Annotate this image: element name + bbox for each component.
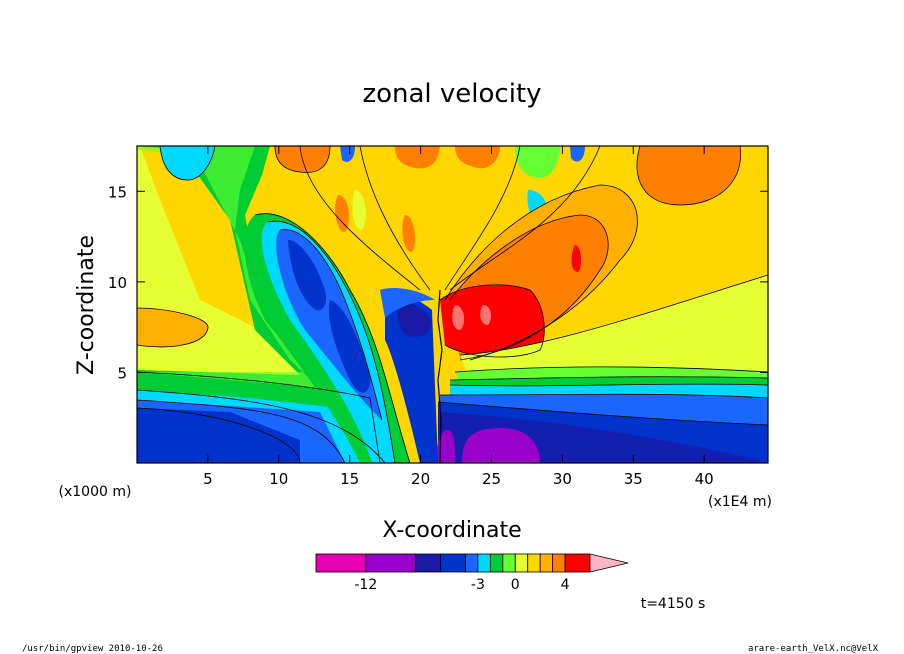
x-tick-label: 20	[411, 470, 430, 488]
z-unit-label: (x1000 m)	[59, 484, 132, 500]
x-tick-label: 35	[624, 470, 643, 488]
time-label: t=4150 s	[641, 596, 706, 612]
x-axis-label: X-coordinate	[382, 518, 521, 543]
colorbar-tick-label: 4	[561, 577, 570, 593]
colorbar-swatch	[502, 553, 516, 573]
field-orange-topright	[636, 146, 741, 205]
field-cyan-topleft	[160, 146, 215, 180]
y-axis-ticks: 5 10 15	[108, 183, 768, 382]
field-orange-cell-b	[402, 215, 416, 252]
field-plume-dkblue	[288, 240, 327, 311]
colorbar-swatch	[552, 553, 566, 573]
colorbar-swatch	[465, 553, 479, 573]
contour-field	[137, 146, 768, 463]
field-orange-cell-a	[335, 195, 350, 232]
colorbar-swatch	[315, 553, 367, 573]
y-tick-label: 5	[117, 364, 127, 382]
colorbar-swatch	[527, 553, 541, 573]
field-yellow-right-lower	[460, 275, 768, 380]
colorbar	[315, 553, 629, 573]
field-pink-core-a	[452, 305, 465, 330]
chart-title: zonal velocity	[362, 79, 541, 109]
contour-lines	[137, 146, 768, 463]
field-ltgreen-cell	[515, 146, 560, 179]
x-tick-label: 10	[269, 470, 288, 488]
field-ltyellow-top-a	[352, 190, 366, 230]
y-axis-label: Z-coordinate	[74, 235, 99, 375]
field-shear-line	[437, 289, 443, 463]
field-dkblue-left	[137, 408, 300, 463]
x-unit-label: (x1E4 m)	[708, 494, 772, 510]
colorbar-swatch	[489, 553, 504, 573]
field-orange-left-blob	[137, 308, 209, 347]
field-red-cell-right	[571, 245, 582, 272]
field-center-navy	[396, 300, 432, 337]
colorbar-swatch	[477, 553, 491, 573]
x-axis-ticks: 5 10 15 20 25 30 35 40	[203, 146, 714, 488]
field-center-ltblue	[380, 288, 435, 318]
field-plume-dkblue2	[328, 300, 371, 393]
x-tick-label: 40	[695, 470, 714, 488]
colorbar-swatch	[564, 553, 591, 573]
colorbar-tick-labels: -12 -3 0 4	[354, 577, 569, 593]
x-tick-label: 30	[553, 470, 572, 488]
plot-frame	[136, 145, 769, 464]
y-tick-label: 15	[108, 183, 127, 201]
footer-left: /usr/bin/gpview 2010-10-26	[22, 644, 163, 654]
x-tick-label: 15	[340, 470, 359, 488]
x-tick-label: 25	[482, 470, 501, 488]
field-purple-core	[462, 428, 540, 463]
colorbar-swatch	[415, 553, 441, 573]
colorbar-swatch	[365, 553, 417, 573]
colorbar-extend-triangle	[589, 553, 629, 573]
colorbar-swatch	[514, 553, 529, 573]
y-tick-label: 10	[108, 274, 127, 292]
colorbar-swatch	[539, 553, 554, 573]
field-blue-top-a	[340, 146, 355, 162]
colorbar-swatch	[440, 553, 466, 573]
colorbar-tick-label: 0	[511, 577, 520, 593]
field-pink-core-b	[480, 305, 491, 325]
colorbar-tick-label: -3	[471, 577, 485, 593]
field-orange-top-mid	[395, 146, 440, 169]
field-red-core	[440, 284, 545, 357]
x-tick-label: 5	[203, 470, 213, 488]
colorbar-tick-label: -12	[354, 577, 377, 593]
field-orange-top-mid2	[455, 146, 500, 169]
field-blue-top-b	[570, 146, 585, 162]
footer-right: arare-earth_VelX.nc@VelX	[748, 644, 879, 654]
